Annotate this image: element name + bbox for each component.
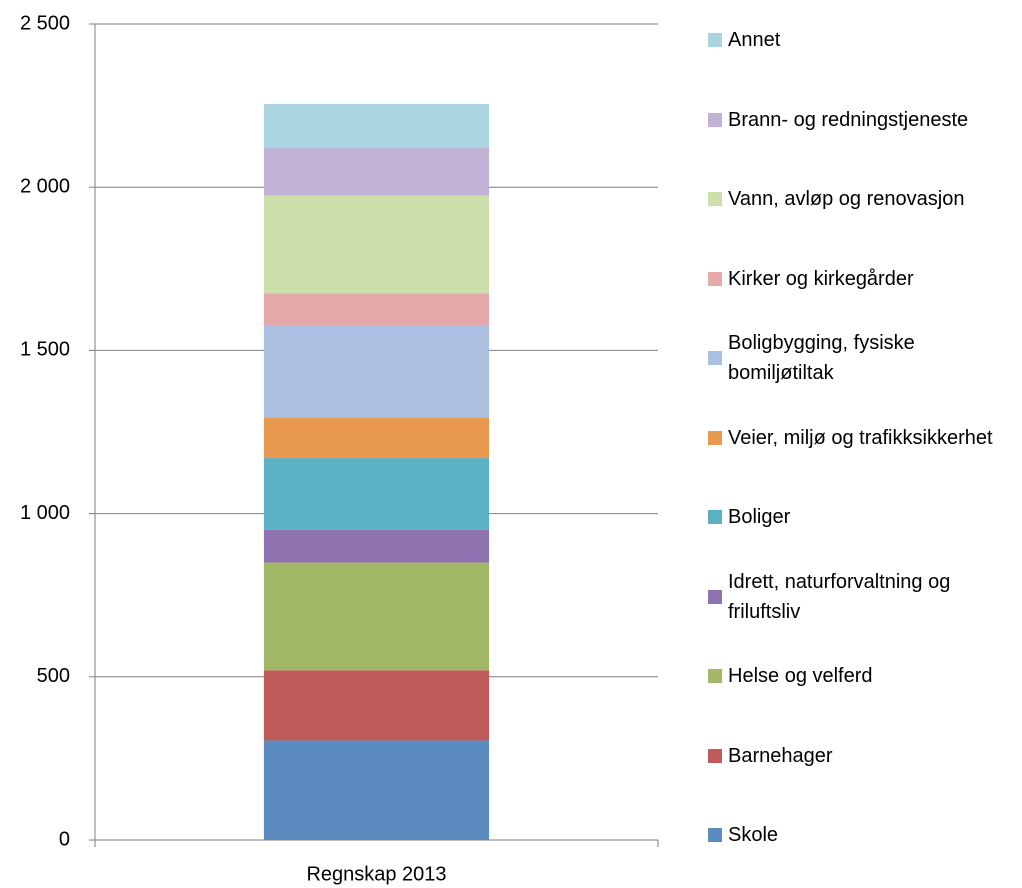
legend-label: Skole [728, 824, 779, 846]
bar-segment [263, 148, 490, 196]
bar-segment [263, 458, 490, 530]
bar-segment [263, 195, 490, 294]
legend-label: Boliger [728, 506, 791, 528]
y-tick-label: 2 000 [20, 175, 70, 197]
legend-swatch [708, 510, 722, 524]
legend-item: Boliger [708, 502, 1008, 532]
x-tick-label: Regnskap 2013 [306, 863, 446, 885]
legend-label: Idrett, naturforvaltning og friluftsliv [728, 570, 951, 623]
bar-segment [263, 417, 490, 459]
legend-item: Boligbygging, fysiske bomiljøtiltak [708, 328, 1008, 388]
legend-label: Kirker og kirkegårder [728, 267, 914, 290]
legend-item: Vann, avløp og renovasjon [708, 184, 1008, 214]
bar-segment [263, 562, 490, 671]
legend-swatch [708, 828, 722, 842]
bar-segment [263, 325, 490, 418]
y-tick-label: 2 500 [20, 12, 70, 34]
legend-swatch [708, 271, 722, 286]
legend-label: Boligbygging, fysiske bomiljøtiltak [728, 332, 915, 384]
y-tick-label: 1 500 [20, 339, 70, 361]
legend-swatch [708, 430, 722, 445]
bar-segment [263, 529, 490, 563]
legend-label: Vann, avløp og renovasjon [728, 188, 965, 210]
legend-label: Annet [728, 29, 781, 51]
legend-swatch [708, 748, 722, 763]
legend-swatch [708, 351, 722, 365]
legend-label: Barnehager [728, 744, 833, 767]
legend-item: Idrett, naturforvaltning og friluftsliv [708, 567, 1008, 627]
legend-item: Annet [708, 25, 1008, 55]
legend-swatch [708, 112, 722, 127]
y-tick-label: 500 [37, 665, 70, 687]
legend-swatch [708, 589, 722, 604]
bar-segment [263, 740, 490, 840]
y-tick-label: 0 [59, 828, 70, 850]
legend-swatch [708, 192, 722, 206]
legend-swatch [708, 33, 722, 47]
legend-item: Skole [708, 820, 1008, 850]
y-tick-label: 1 000 [20, 502, 70, 524]
legend-item: Brann- og redningstjeneste [708, 105, 1008, 135]
bar-segment [263, 670, 490, 741]
legend-label: Brann- og redningstjeneste [728, 108, 969, 131]
legend-label: Helse og velferd [728, 665, 873, 687]
legend-item: Barnehager [708, 741, 1008, 771]
bar-segment [263, 103, 490, 149]
legend-item: Veier, miljø og trafikksikkerhet [708, 423, 1008, 453]
legend-label: Veier, miljø og trafikksikkerhet [728, 426, 993, 449]
legend-item: Kirker og kirkegårder [708, 264, 1008, 294]
bar-segment [263, 293, 490, 326]
legend-swatch [708, 669, 722, 683]
legend-item: Helse og velferd [708, 661, 1008, 691]
